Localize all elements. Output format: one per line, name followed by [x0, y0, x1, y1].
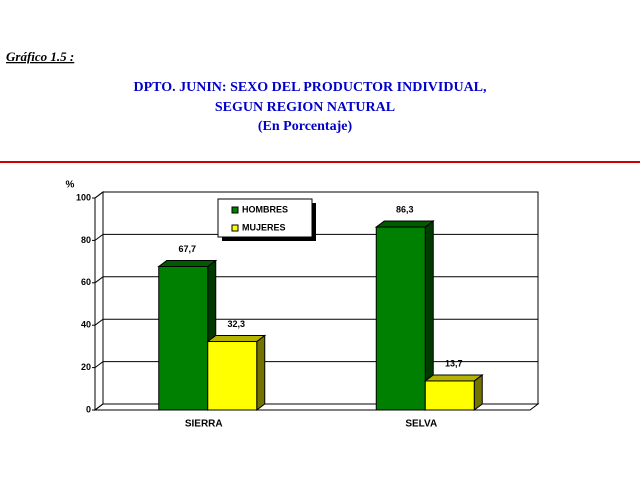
y-tick-label: 100 — [76, 192, 91, 202]
bar — [207, 341, 258, 411]
legend-swatch — [231, 206, 239, 214]
side-wall — [94, 191, 104, 411]
bar — [424, 380, 475, 411]
y-axis-label: % — [66, 180, 75, 191]
chart-title: DPTO. JUNIN: SEXO DEL PRODUCTOR INDIVIDU… — [133, 80, 486, 95]
y-tick-label: 20 — [81, 362, 91, 372]
bar — [158, 265, 209, 411]
y-tick-label: 80 — [81, 235, 91, 245]
bar-top — [374, 220, 435, 228]
legend-swatch — [231, 224, 239, 232]
x-tick-label: SIERRA — [185, 419, 223, 430]
value-label: 13,7 — [445, 358, 463, 368]
y-tick-label: 40 — [81, 320, 91, 330]
value-label: 32,3 — [227, 319, 245, 329]
grid-line — [94, 191, 538, 199]
bar-top — [206, 335, 267, 343]
bar-side — [256, 334, 266, 411]
y-tick-label: 0 — [86, 404, 91, 414]
chart-subtitle: (En Porcentaje) — [258, 119, 353, 134]
chart-title: SEGUN REGION NATURAL — [215, 100, 395, 115]
value-label: 67,7 — [178, 244, 196, 254]
value-label: 86,3 — [396, 204, 414, 214]
y-tick-label: 60 — [81, 277, 91, 287]
legend-label: HOMBRES — [242, 204, 288, 214]
figure-label: Gráfico 1.5 : — [6, 49, 74, 64]
bar-top — [423, 374, 484, 382]
bar — [375, 226, 426, 411]
legend-label: MUJERES — [242, 222, 286, 232]
bar-top — [157, 259, 218, 267]
x-tick-label: SELVA — [405, 419, 437, 430]
